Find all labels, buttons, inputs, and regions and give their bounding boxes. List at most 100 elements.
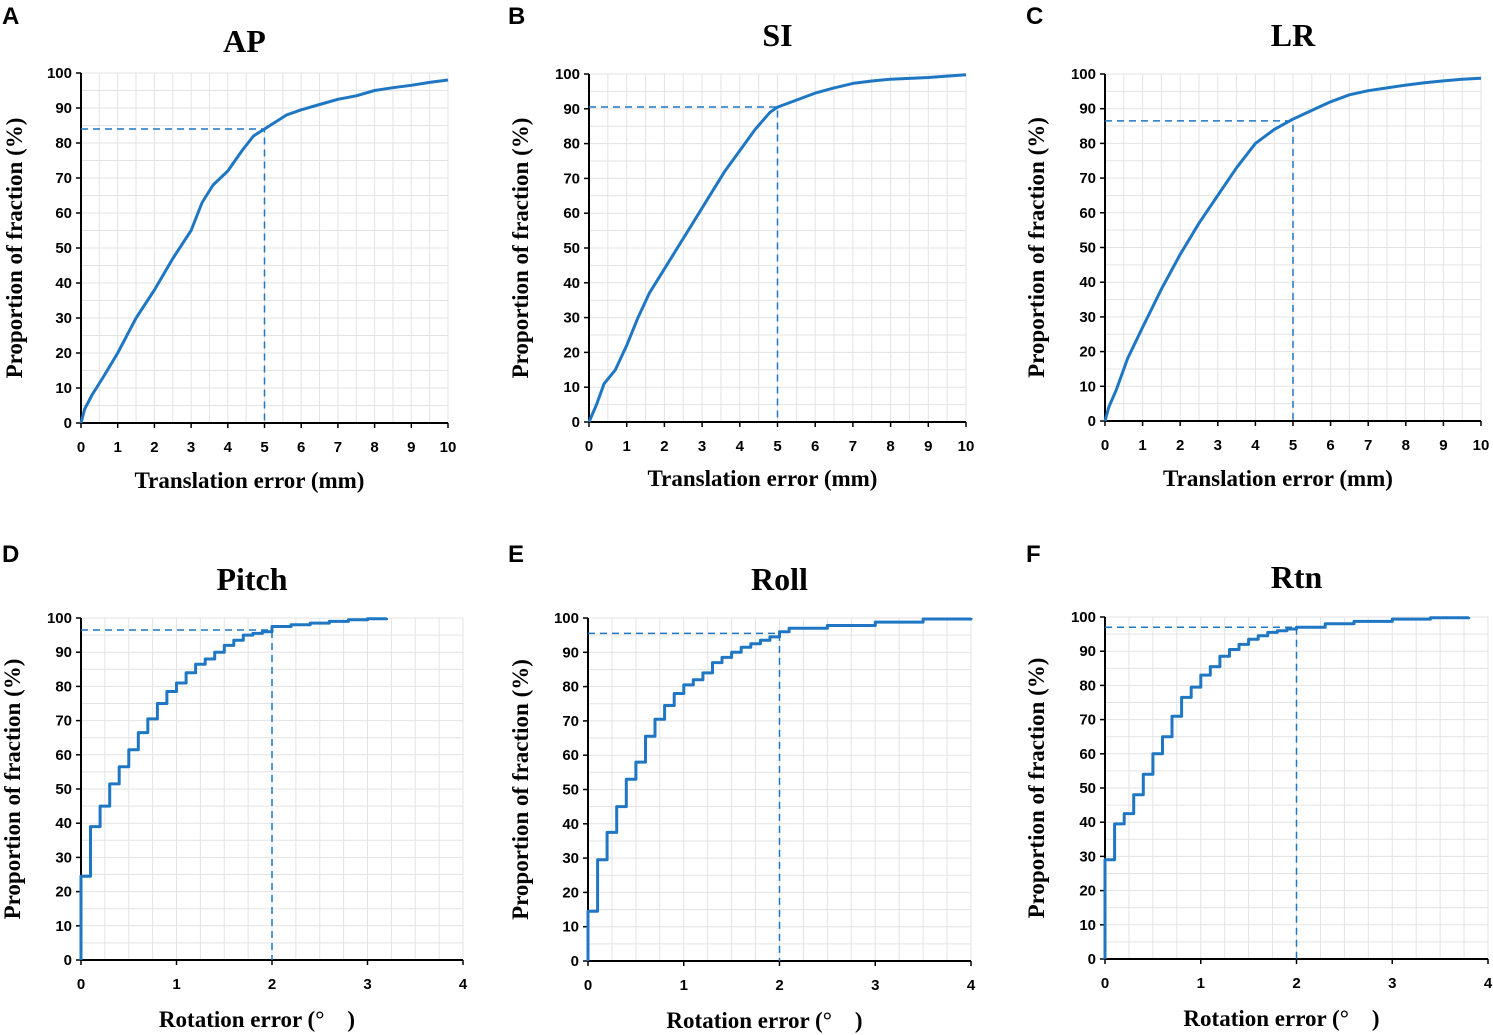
x-tick-label: 3 <box>363 976 371 993</box>
x-tick-label: 5 <box>260 439 268 456</box>
x-tick-label: 9 <box>407 439 415 456</box>
panel-letter: E <box>508 541 524 568</box>
x-tick-label: 1 <box>114 439 122 456</box>
x-tick-label: 2 <box>775 977 783 994</box>
y-tick-label: 50 <box>562 782 579 799</box>
panel-letter: B <box>508 3 525 30</box>
y-tick-label: 70 <box>1079 712 1096 729</box>
y-tick-label: 0 <box>1088 951 1096 968</box>
x-tick-label: 7 <box>849 438 857 455</box>
y-tick-label: 100 <box>47 610 72 627</box>
y-axis-label: Proportion of fraction (%) <box>1024 658 1049 919</box>
x-axis-label: Rotation error (° ) <box>159 1007 355 1032</box>
x-tick-label: 8 <box>370 439 378 456</box>
x-tick-label: 3 <box>1214 437 1222 454</box>
y-tick-label: 50 <box>1079 240 1096 257</box>
chart-title: Pitch <box>216 561 287 597</box>
y-tick-label: 10 <box>55 918 72 935</box>
x-tick-label: 6 <box>297 439 305 456</box>
y-tick-label: 70 <box>55 170 72 187</box>
y-tick-label: 40 <box>1079 274 1096 291</box>
y-tick-label: 60 <box>1079 205 1096 222</box>
x-tick-label: 10 <box>440 439 457 456</box>
y-tick-label: 30 <box>562 850 579 867</box>
chart-title: LR <box>1271 17 1316 53</box>
chart-title: SI <box>762 17 792 53</box>
x-tick-label: 0 <box>1101 437 1109 454</box>
chart-panel-c: 0 10 20 30 40 50 60 70 80 90 100 0 1 2 3 4 5 6 7 8 9 10 C LR Tra… <box>1024 3 1489 491</box>
y-tick-label: 60 <box>562 747 579 764</box>
y-tick-label: 0 <box>64 415 72 432</box>
y-tick-label: 10 <box>563 379 580 396</box>
y-tick-label: 20 <box>1079 344 1096 361</box>
y-tick-label: 0 <box>64 952 72 969</box>
panel-letter: A <box>2 3 19 30</box>
y-tick-label: 40 <box>55 275 72 292</box>
y-tick-label: 0 <box>1088 413 1096 430</box>
chart-panel-b: 0 10 20 30 40 50 60 70 80 90 100 0 1 2 3 4 5 6 7 8 9 10 B SI Tra… <box>508 3 974 491</box>
y-tick-label: 80 <box>1079 677 1096 694</box>
x-tick-label: 5 <box>1289 437 1297 454</box>
panel-letter: F <box>1026 541 1041 568</box>
x-tick-label: 3 <box>187 439 195 456</box>
cumulative-curve <box>1103 76 1482 422</box>
x-tick-label: 6 <box>811 438 819 455</box>
reference-line <box>588 632 781 961</box>
x-tick-label: 1 <box>172 976 180 993</box>
x-tick-label: 4 <box>224 439 233 456</box>
y-tick-label: 50 <box>563 240 580 257</box>
x-tick-label: 4 <box>1251 437 1260 454</box>
y-tick-label: 90 <box>563 101 580 118</box>
x-tick-label: 4 <box>1484 975 1493 992</box>
y-tick-label: 60 <box>1079 746 1096 763</box>
y-tick-label: 60 <box>55 205 72 222</box>
x-tick-label: 0 <box>585 438 593 455</box>
reference-line <box>81 629 273 960</box>
chart-title: Rtn <box>1271 559 1323 595</box>
x-axis-label: Translation error (mm) <box>1163 466 1393 491</box>
y-tick-label: 10 <box>1079 917 1096 934</box>
y-tick-label: 30 <box>1079 848 1096 865</box>
cumulative-curve <box>79 78 449 424</box>
x-axis-label: Rotation error (° ) <box>666 1008 862 1033</box>
x-tick-label: 1 <box>1197 975 1205 992</box>
y-axis-label: Proportion of fraction (%) <box>508 659 533 920</box>
x-tick-label: 0 <box>1101 975 1109 992</box>
x-tick-label: 7 <box>1364 437 1372 454</box>
y-tick-label: 20 <box>55 345 72 362</box>
y-axis-label: Proportion of fraction (%) <box>2 118 27 379</box>
x-axis-label: Translation error (mm) <box>135 468 365 493</box>
x-tick-label: 2 <box>268 976 276 993</box>
x-tick-label: 4 <box>736 438 745 455</box>
chart-title: AP <box>223 23 266 59</box>
x-tick-label: 1 <box>680 977 688 994</box>
chart-panel-f: 0 10 20 30 40 50 60 70 80 90 100 0 1 2 3 4 F Rtn Rotation … <box>1024 541 1493 1031</box>
x-tick-label: 9 <box>924 438 932 455</box>
y-tick-label: 100 <box>555 66 580 83</box>
y-tick-label: 90 <box>55 100 72 117</box>
x-tick-label: 2 <box>1292 975 1300 992</box>
x-tick-label: 3 <box>1388 975 1396 992</box>
y-tick-label: 80 <box>55 678 72 695</box>
x-tick-label: 2 <box>660 438 668 455</box>
x-tick-label: 0 <box>584 977 592 994</box>
chart-panel-a: 0 10 20 30 40 50 60 70 80 90 100 0 1 2 3 4 5 6 7 8 9 10 A AP Tra… <box>2 3 456 493</box>
y-tick-label: 20 <box>55 884 72 901</box>
y-tick-label: 30 <box>563 310 580 327</box>
cumulative-curve <box>79 617 389 960</box>
x-tick-label: 3 <box>871 977 879 994</box>
x-axis-label: Translation error (mm) <box>648 466 878 491</box>
y-tick-label: 70 <box>563 170 580 187</box>
x-tick-label: 10 <box>1473 437 1490 454</box>
y-tick-label: 80 <box>1079 135 1096 152</box>
chart-title: Roll <box>751 561 808 597</box>
y-axis-label: Proportion of fraction (%) <box>1024 117 1049 378</box>
x-tick-label: 4 <box>967 977 976 994</box>
chart-panel-e: 0 10 20 30 40 50 60 70 80 90 100 0 1 2 3 4 E Roll Rotation… <box>508 541 976 1033</box>
y-tick-label: 40 <box>1079 814 1096 831</box>
x-tick-label: 7 <box>334 439 342 456</box>
y-tick-label: 20 <box>562 884 579 901</box>
y-tick-label: 0 <box>571 953 579 970</box>
x-tick-label: 8 <box>1402 437 1410 454</box>
